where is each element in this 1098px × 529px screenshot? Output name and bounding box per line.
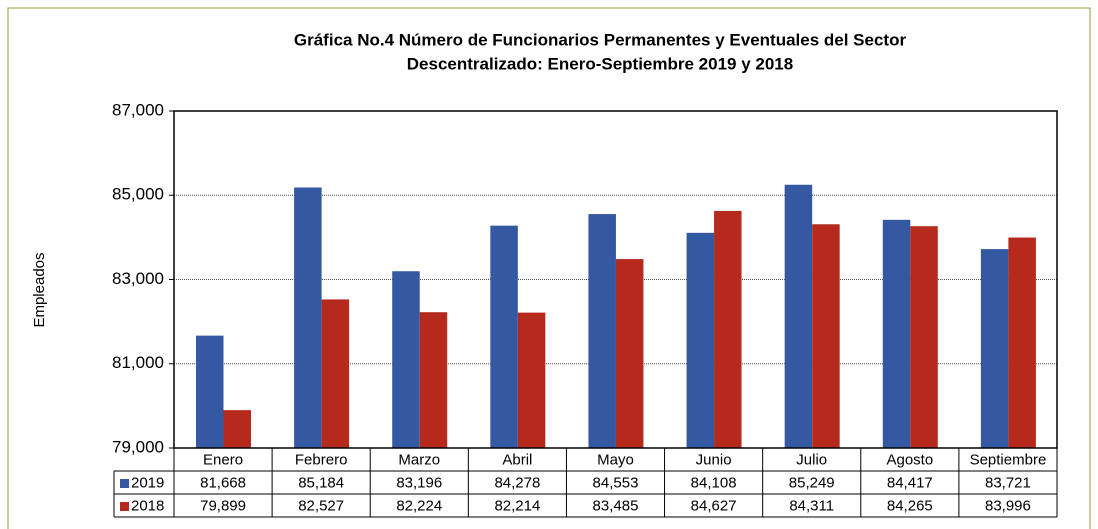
table-value: 84,417 xyxy=(887,474,933,491)
bar xyxy=(686,232,715,448)
legend-swatch xyxy=(120,479,129,488)
legend-swatch xyxy=(120,502,129,511)
bar xyxy=(714,210,742,448)
bar xyxy=(419,312,448,448)
y-tick-label: 81,000 xyxy=(112,353,164,372)
x-tick-label: Abril xyxy=(502,451,532,468)
x-tick-label: Julio xyxy=(796,451,827,468)
bar xyxy=(223,410,251,448)
table-value: 83,721 xyxy=(985,474,1031,491)
table-value: 84,278 xyxy=(494,474,540,491)
bar xyxy=(980,249,1009,448)
legend-label: 2018 xyxy=(131,497,164,514)
chart-title: Descentralizado: Enero-Septiembre 2019 y… xyxy=(407,54,793,73)
x-tick-label: Marzo xyxy=(398,451,440,468)
legend-label: 2019 xyxy=(131,474,164,491)
table-value: 82,214 xyxy=(494,497,540,514)
bar xyxy=(517,312,546,448)
table-value: 84,311 xyxy=(789,497,834,514)
table-value: 82,527 xyxy=(298,497,344,514)
table-value: 84,627 xyxy=(691,497,737,514)
frame xyxy=(7,7,1091,529)
bar xyxy=(910,226,938,448)
y-tick-label: 79,000 xyxy=(112,437,164,456)
x-tick-label: Agosto xyxy=(886,451,933,468)
table-value: 84,553 xyxy=(593,474,639,491)
bar xyxy=(321,299,350,448)
table-value: 79,899 xyxy=(200,497,246,514)
bar xyxy=(196,335,224,448)
x-tick-label: Junio xyxy=(696,451,732,468)
table-value: 84,108 xyxy=(691,474,737,491)
bar xyxy=(812,224,840,448)
y-tick-label: 83,000 xyxy=(112,269,164,288)
bar xyxy=(490,225,518,448)
table-value: 81,668 xyxy=(200,474,246,491)
bar xyxy=(392,271,420,448)
table-value: 83,485 xyxy=(593,497,639,514)
bar xyxy=(882,219,911,448)
bar xyxy=(294,187,322,448)
x-tick-label: Mayo xyxy=(597,451,634,468)
x-tick-label: Septiembre xyxy=(970,451,1047,468)
bar xyxy=(784,184,813,449)
table-value: 83,996 xyxy=(985,497,1031,514)
y-axis-label: Empleados xyxy=(31,252,48,327)
x-tick-label: Enero xyxy=(203,451,243,468)
table-value: 83,196 xyxy=(396,474,442,491)
table-value: 82,224 xyxy=(396,497,442,514)
table-value: 84,265 xyxy=(887,497,933,514)
bar xyxy=(588,214,616,448)
x-tick-label: Febrero xyxy=(295,451,348,468)
table-value: 85,249 xyxy=(789,474,835,491)
bar xyxy=(615,259,644,448)
table-value: 85,184 xyxy=(298,474,344,491)
y-tick-label: 87,000 xyxy=(112,100,164,119)
bar xyxy=(1008,237,1036,448)
y-tick-label: 85,000 xyxy=(112,185,164,204)
chart-title: Gráfica No.4 Número de Funcionarios Perm… xyxy=(294,30,907,49)
